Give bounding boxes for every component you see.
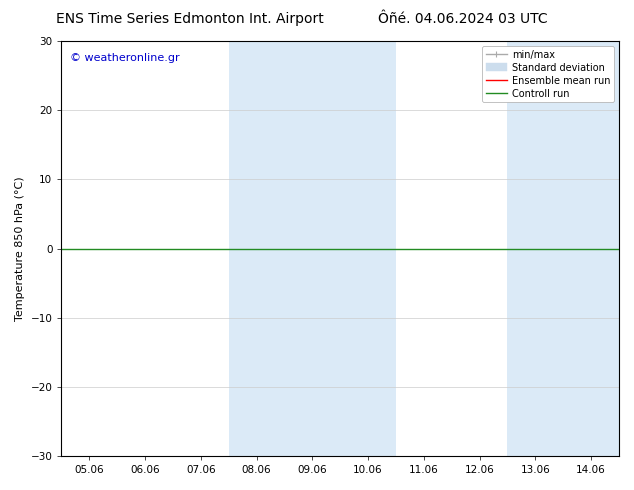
Text: © weatheronline.gr: © weatheronline.gr [70,53,179,64]
Bar [507,41,619,456]
Bar [229,41,396,456]
Text: Ôñé. 04.06.2024 03 UTC: Ôñé. 04.06.2024 03 UTC [378,12,548,26]
Y-axis label: Temperature 850 hPa (°C): Temperature 850 hPa (°C) [15,176,25,321]
Text: ENS Time Series Edmonton Int. Airport: ENS Time Series Edmonton Int. Airport [56,12,324,26]
Legend: min/max, Standard deviation, Ensemble mean run, Controll run: min/max, Standard deviation, Ensemble me… [482,46,614,102]
